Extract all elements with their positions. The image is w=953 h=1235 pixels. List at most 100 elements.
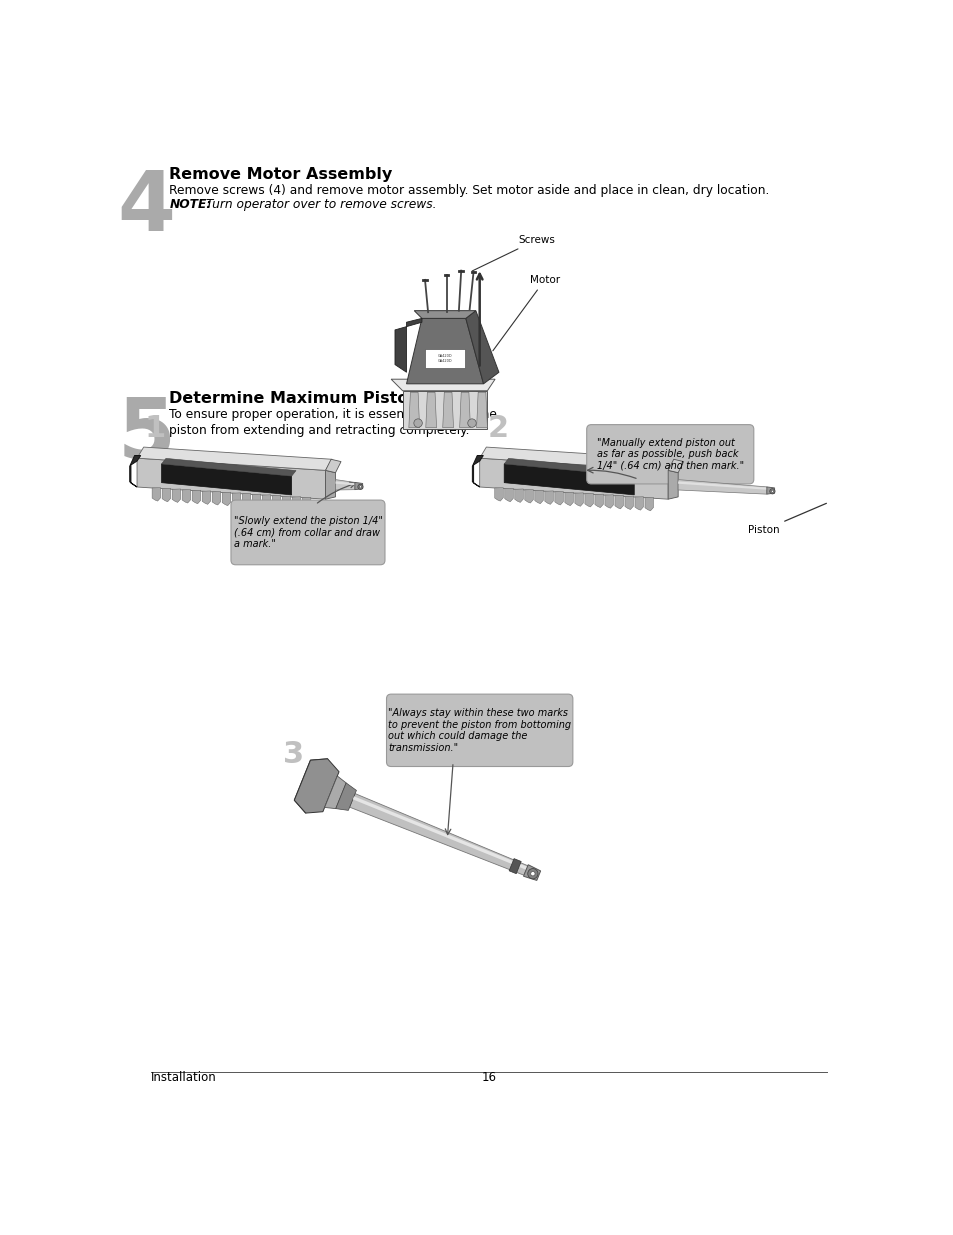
Polygon shape — [391, 379, 495, 390]
Circle shape — [770, 490, 773, 493]
Polygon shape — [504, 464, 634, 495]
Polygon shape — [335, 783, 356, 810]
Polygon shape — [595, 494, 603, 508]
Polygon shape — [395, 319, 421, 372]
Polygon shape — [137, 447, 332, 471]
Text: 5: 5 — [117, 395, 175, 475]
Polygon shape — [182, 489, 191, 503]
FancyBboxPatch shape — [586, 425, 753, 484]
Text: "Manually extend piston out
as far as possible, push back
1/4" (.64 cm) and then: "Manually extend piston out as far as po… — [596, 437, 743, 471]
Polygon shape — [222, 493, 231, 505]
Text: Determine Maximum Piston Travel: Determine Maximum Piston Travel — [170, 390, 480, 406]
Polygon shape — [575, 493, 583, 506]
Polygon shape — [172, 489, 180, 503]
Text: "Always stay within these two marks
to prevent the piston from bottoming
out whi: "Always stay within these two marks to p… — [388, 708, 571, 752]
FancyBboxPatch shape — [425, 350, 464, 368]
Polygon shape — [192, 490, 200, 504]
Polygon shape — [161, 464, 292, 495]
Text: 1: 1 — [145, 414, 166, 443]
Polygon shape — [152, 488, 160, 501]
Polygon shape — [564, 493, 573, 505]
Text: Motor: Motor — [493, 275, 559, 351]
Polygon shape — [252, 494, 260, 508]
Polygon shape — [355, 483, 362, 489]
Polygon shape — [302, 498, 311, 511]
Polygon shape — [624, 496, 633, 510]
Polygon shape — [442, 393, 453, 427]
Polygon shape — [161, 458, 295, 477]
Polygon shape — [523, 864, 540, 881]
Text: Remove Motor Assembly: Remove Motor Assembly — [170, 168, 393, 183]
Polygon shape — [476, 393, 487, 427]
Polygon shape — [544, 490, 553, 504]
Polygon shape — [325, 459, 340, 473]
Text: 4: 4 — [117, 168, 175, 248]
Polygon shape — [678, 482, 766, 490]
Polygon shape — [425, 393, 436, 427]
Polygon shape — [406, 319, 483, 384]
Polygon shape — [459, 393, 470, 427]
Polygon shape — [644, 498, 653, 511]
Circle shape — [357, 484, 363, 489]
Polygon shape — [766, 487, 774, 494]
Polygon shape — [667, 471, 678, 499]
Polygon shape — [212, 492, 220, 505]
Polygon shape — [555, 492, 563, 505]
Circle shape — [530, 872, 535, 876]
Polygon shape — [242, 494, 251, 506]
Polygon shape — [232, 493, 240, 506]
Polygon shape — [615, 495, 623, 509]
Polygon shape — [325, 471, 335, 499]
Polygon shape — [335, 482, 355, 485]
Polygon shape — [584, 494, 593, 506]
Polygon shape — [504, 488, 513, 501]
Polygon shape — [262, 495, 271, 509]
Polygon shape — [465, 311, 498, 384]
Polygon shape — [130, 456, 140, 487]
FancyBboxPatch shape — [386, 694, 572, 767]
Text: Remove screws (4) and remove motor assembly. Set motor aside and place in clean,: Remove screws (4) and remove motor assem… — [170, 184, 769, 198]
Polygon shape — [515, 489, 523, 503]
FancyBboxPatch shape — [231, 500, 385, 564]
Polygon shape — [402, 390, 487, 430]
Polygon shape — [604, 495, 613, 509]
Text: GA420D
GA420D: GA420D GA420D — [437, 354, 452, 363]
Polygon shape — [678, 479, 766, 494]
Text: Piston: Piston — [747, 504, 825, 535]
Polygon shape — [162, 488, 171, 501]
Polygon shape — [282, 496, 291, 510]
Text: 3: 3 — [283, 740, 304, 768]
Polygon shape — [504, 458, 638, 477]
Circle shape — [769, 489, 774, 494]
Polygon shape — [414, 311, 476, 319]
Polygon shape — [479, 458, 667, 499]
Polygon shape — [524, 489, 533, 503]
Text: Installation: Installation — [151, 1071, 216, 1084]
Polygon shape — [294, 758, 327, 813]
Circle shape — [527, 868, 537, 879]
Polygon shape — [292, 496, 300, 510]
Text: Turn operator over to remove screws.: Turn operator over to remove screws. — [202, 199, 436, 211]
Polygon shape — [202, 490, 211, 504]
Polygon shape — [509, 858, 520, 873]
Circle shape — [467, 419, 476, 427]
Polygon shape — [272, 495, 280, 509]
Text: To ensure proper operation, it is essential to keep the: To ensure proper operation, it is essent… — [170, 408, 497, 421]
Polygon shape — [409, 393, 419, 427]
Circle shape — [359, 485, 361, 488]
Polygon shape — [535, 490, 543, 504]
Text: "Slowly extend the piston 1/4"
(.64 cm) from collar and draw
a mark.": "Slowly extend the piston 1/4" (.64 cm) … — [233, 516, 382, 550]
Polygon shape — [495, 488, 503, 501]
Text: Screws: Screws — [472, 235, 555, 270]
Polygon shape — [472, 456, 483, 487]
Circle shape — [414, 419, 422, 427]
Text: 2: 2 — [487, 414, 508, 443]
Text: 16: 16 — [481, 1071, 496, 1084]
Text: NOTE:: NOTE: — [170, 199, 212, 211]
Polygon shape — [324, 776, 346, 809]
Polygon shape — [479, 447, 674, 471]
Polygon shape — [635, 496, 642, 510]
Polygon shape — [349, 794, 527, 876]
Polygon shape — [294, 758, 338, 813]
Polygon shape — [353, 797, 527, 869]
